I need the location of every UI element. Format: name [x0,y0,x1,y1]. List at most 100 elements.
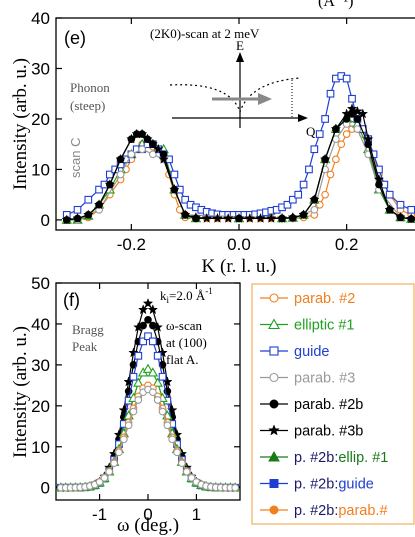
data-point [95,478,104,486]
legend-item: guide [260,344,329,360]
panel-f-xlabel: ω (deg.) [117,515,179,536]
series-guide [56,332,240,492]
legend-label: p. #2b:ellip. #1 [294,450,388,466]
data-point [319,153,331,164]
data-point [305,165,313,174]
inset-q-label: Q [306,124,316,139]
legend-marker [268,450,280,462]
inset-e-label: E [236,38,244,53]
inset-e-arrowhead [236,52,244,62]
data-point [353,125,362,133]
data-point [342,74,351,83]
legend-label: parab. #3b [294,424,363,440]
y-tick-label: 30 [31,356,50,375]
data-point [158,372,167,381]
legend-marker [269,372,279,383]
data-point [133,377,144,387]
data-point [310,205,319,214]
data-point [93,199,105,210]
omega-scan-label: ω-scan [166,318,202,333]
data-point [201,212,213,223]
data-point [153,396,162,404]
data-point [137,304,149,315]
legend-item: p. #2b:parab.# [260,503,388,519]
data-point [276,212,288,223]
data-point [223,212,234,223]
x-tick-label: 0 [143,505,152,524]
data-point [255,212,266,223]
y-tick-label: 30 [31,59,50,78]
data-point [233,212,245,223]
data-point [142,298,154,308]
data-point [136,128,148,139]
data-point [321,190,329,199]
data-point [348,94,356,103]
data-point [299,180,308,189]
data-point [144,316,152,324]
data-point [163,421,172,430]
legend-label: p. #2b:guide [294,477,374,493]
y-tick-label: 10 [31,438,50,457]
legend-suffix: parab.# [338,503,387,519]
data-point [110,459,118,468]
y-tick-label: 10 [31,160,50,179]
y-tick-label: 40 [31,315,50,334]
phonon-label: Phonon [70,80,110,95]
top-cut-text: (Å⁻¹) [318,0,353,10]
y-tick-label: 40 [31,9,50,28]
series-parab-2 [56,381,240,492]
series-line [60,384,236,489]
data-point [190,211,202,222]
data-point [105,170,114,179]
data-point [144,332,152,341]
data-point [310,145,319,154]
data-point [384,204,396,215]
legend-item: parab. #3b [260,424,363,440]
legend-marker [269,479,279,488]
data-point [152,377,163,387]
legend-item: parab. #2 [260,291,355,307]
data-point [124,421,133,430]
data-point [129,372,138,381]
data-point [298,209,309,220]
series-parab-3b [61,103,415,225]
series-guide [62,72,415,219]
data-point [352,105,363,116]
data-point [357,108,369,119]
omega-scan-at-label: at (100) [166,335,207,350]
legend-item: parab. #2b [260,397,363,413]
legend-label: p. #2b:parab.# [294,503,388,519]
data-point [148,337,157,346]
data-point [330,123,342,134]
data-point [142,133,153,144]
legend-item: p. #2b:ellip. #1 [260,450,388,466]
data-point [212,212,223,223]
data-point [337,140,346,149]
data-point [158,153,169,164]
data-point [309,194,320,205]
data-point [105,467,114,476]
legend-marker [268,318,280,330]
data-point [178,459,186,468]
data-point [332,155,340,164]
data-point [396,200,405,209]
data-point [147,304,159,315]
panel-e: -0.2 0.0 0.2 0 10 20 30 40 (e) (2K0)-scan at 2 … [10,9,415,277]
legend-item: elliptic #1 [260,318,354,334]
panel-f-ylabel: Intensity (arb. u.) [10,326,31,458]
data-point [134,351,143,360]
data-point [127,150,136,159]
data-point [326,170,335,179]
series-line [66,75,415,216]
data-point [83,209,94,220]
data-point [179,209,191,220]
data-point [138,145,146,154]
legend-prefix: p. #2b: [294,450,338,466]
data-point [283,200,292,209]
legend-label: elliptic #1 [294,318,354,334]
y-tick-label: 0 [41,211,50,230]
x-tick-label: 0.2 [335,235,359,254]
data-point [287,211,299,222]
data-point [129,407,138,416]
